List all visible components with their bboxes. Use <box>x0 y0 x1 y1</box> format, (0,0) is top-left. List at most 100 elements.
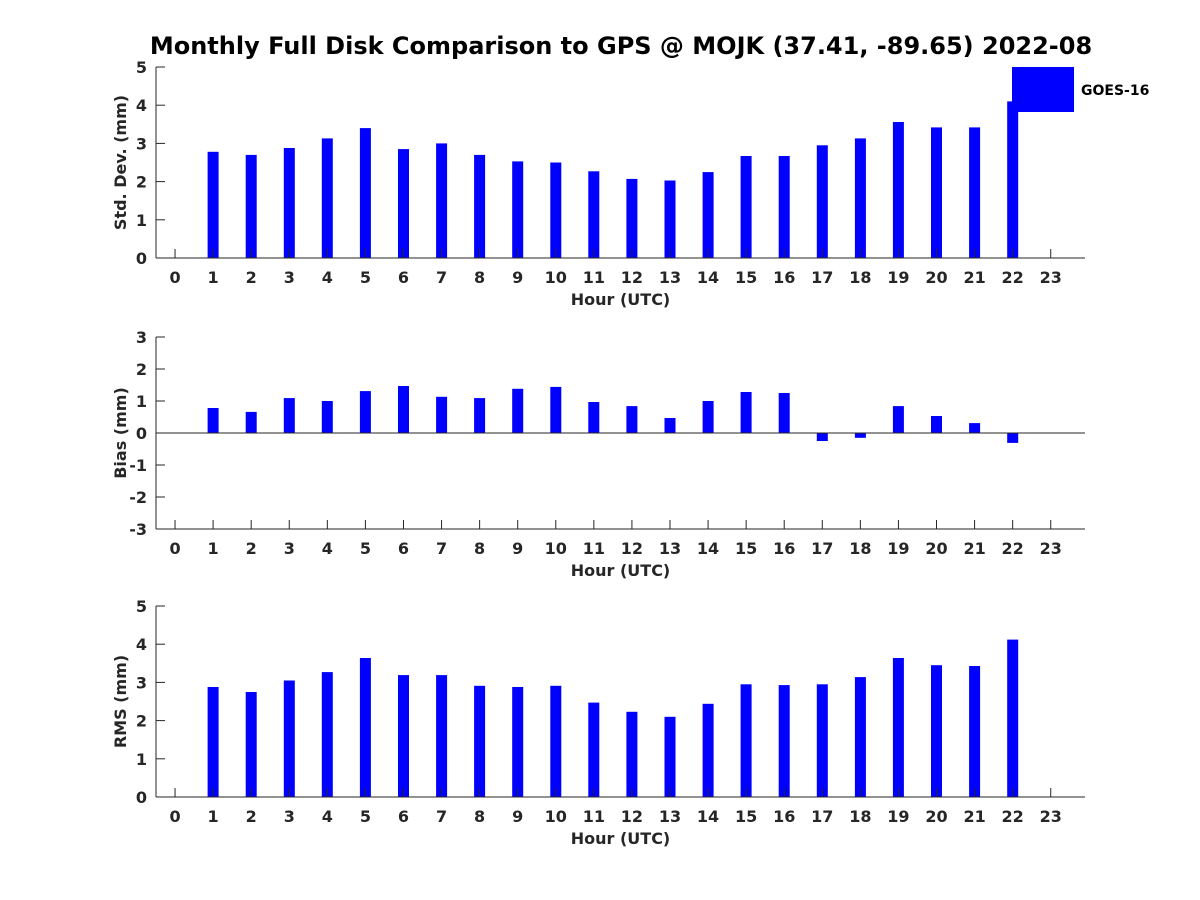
x-tick-label: 22 <box>1002 539 1024 558</box>
x-tick-label: 11 <box>583 539 605 558</box>
bar <box>512 388 524 433</box>
x-tick-label: 20 <box>925 539 947 558</box>
bar <box>436 675 448 797</box>
bar <box>931 665 942 797</box>
bar <box>588 702 600 797</box>
y-tick-label: 1 <box>136 211 147 230</box>
bar <box>626 406 638 433</box>
x-tick-label: 2 <box>246 268 257 287</box>
bar <box>816 145 828 258</box>
x-tick-label: 22 <box>1002 807 1024 826</box>
x-tick-label: 20 <box>925 268 947 287</box>
legend-swatch <box>1012 67 1074 112</box>
bar <box>702 172 714 258</box>
x-tick-label: 3 <box>284 807 295 826</box>
y-tick-label: -1 <box>129 456 147 475</box>
bar <box>626 178 638 258</box>
y-axis-label: Bias (mm) <box>111 387 130 479</box>
bar <box>702 703 714 797</box>
x-tick-label: 5 <box>360 539 371 558</box>
bar <box>778 156 790 258</box>
x-tick-label: 11 <box>583 268 605 287</box>
bar <box>245 154 257 258</box>
bar <box>436 143 448 258</box>
bar <box>816 433 828 441</box>
bar <box>969 666 981 797</box>
x-tick-label: 14 <box>697 539 719 558</box>
y-tick-label: 0 <box>136 788 147 807</box>
bar <box>474 398 486 433</box>
bar <box>474 154 486 258</box>
x-tick-label: 16 <box>773 268 795 287</box>
x-tick-label: 17 <box>811 539 833 558</box>
bar <box>207 687 219 797</box>
bar <box>207 408 219 433</box>
x-tick-label: 7 <box>436 807 447 826</box>
x-tick-label: 1 <box>208 268 219 287</box>
x-tick-label: 9 <box>512 807 523 826</box>
x-tick-label: 10 <box>545 268 567 287</box>
x-tick-label: 2 <box>246 539 257 558</box>
x-tick-label: 11 <box>583 807 605 826</box>
bar <box>854 138 866 258</box>
x-tick-label: 1 <box>208 807 219 826</box>
x-tick-label: 21 <box>963 268 985 287</box>
x-tick-label: 23 <box>1040 539 1062 558</box>
bar <box>664 418 676 433</box>
x-tick-label: 19 <box>887 807 909 826</box>
bar <box>854 433 866 438</box>
x-tick-label: 7 <box>436 268 447 287</box>
x-tick-label: 8 <box>474 268 485 287</box>
x-tick-label: 9 <box>512 268 523 287</box>
x-tick-label: 4 <box>322 539 333 558</box>
x-tick-label: 0 <box>169 268 180 287</box>
y-tick-label: 2 <box>136 360 147 379</box>
bar <box>550 685 562 797</box>
y-tick-label: -3 <box>129 520 147 539</box>
bar <box>359 391 371 433</box>
x-tick-label: 6 <box>398 539 409 558</box>
bar <box>778 685 790 797</box>
x-tick-label: 5 <box>360 807 371 826</box>
x-tick-label: 0 <box>169 539 180 558</box>
x-tick-label: 4 <box>322 807 333 826</box>
x-tick-label: 8 <box>474 807 485 826</box>
y-tick-label: 4 <box>136 96 147 115</box>
x-tick-label: 17 <box>811 268 833 287</box>
x-tick-label: 15 <box>735 539 757 558</box>
bar <box>245 411 257 433</box>
x-tick-label: 19 <box>887 268 909 287</box>
bar <box>626 711 638 797</box>
bar <box>664 180 676 258</box>
y-tick-label: 0 <box>136 249 147 268</box>
x-tick-label: 4 <box>322 268 333 287</box>
x-tick-label: 2 <box>246 807 257 826</box>
x-tick-label: 12 <box>621 268 643 287</box>
chart-title: Monthly Full Disk Comparison to GPS @ MO… <box>150 32 1092 60</box>
x-tick-label: 19 <box>887 539 909 558</box>
bar <box>892 122 904 258</box>
x-tick-label: 18 <box>849 807 871 826</box>
bar <box>474 685 486 797</box>
legend-label: GOES-16 <box>1081 83 1149 99</box>
x-tick-label: 6 <box>398 268 409 287</box>
x-tick-label: 13 <box>659 807 681 826</box>
y-tick-label: 0 <box>136 424 147 443</box>
y-tick-label: 3 <box>136 134 147 153</box>
x-tick-label: 1 <box>208 539 219 558</box>
y-tick-label: -2 <box>129 488 147 507</box>
y-tick-label: 2 <box>136 712 147 731</box>
x-tick-label: 7 <box>436 539 447 558</box>
bar <box>740 156 752 258</box>
y-tick-label: 1 <box>136 750 147 769</box>
x-tick-label: 22 <box>1002 268 1024 287</box>
bar <box>854 677 866 797</box>
bar <box>321 672 333 797</box>
bar <box>283 148 295 258</box>
x-tick-label: 16 <box>773 807 795 826</box>
bar <box>740 684 752 797</box>
bar <box>512 161 524 258</box>
x-tick-label: 9 <box>512 539 523 558</box>
x-tick-label: 21 <box>963 807 985 826</box>
